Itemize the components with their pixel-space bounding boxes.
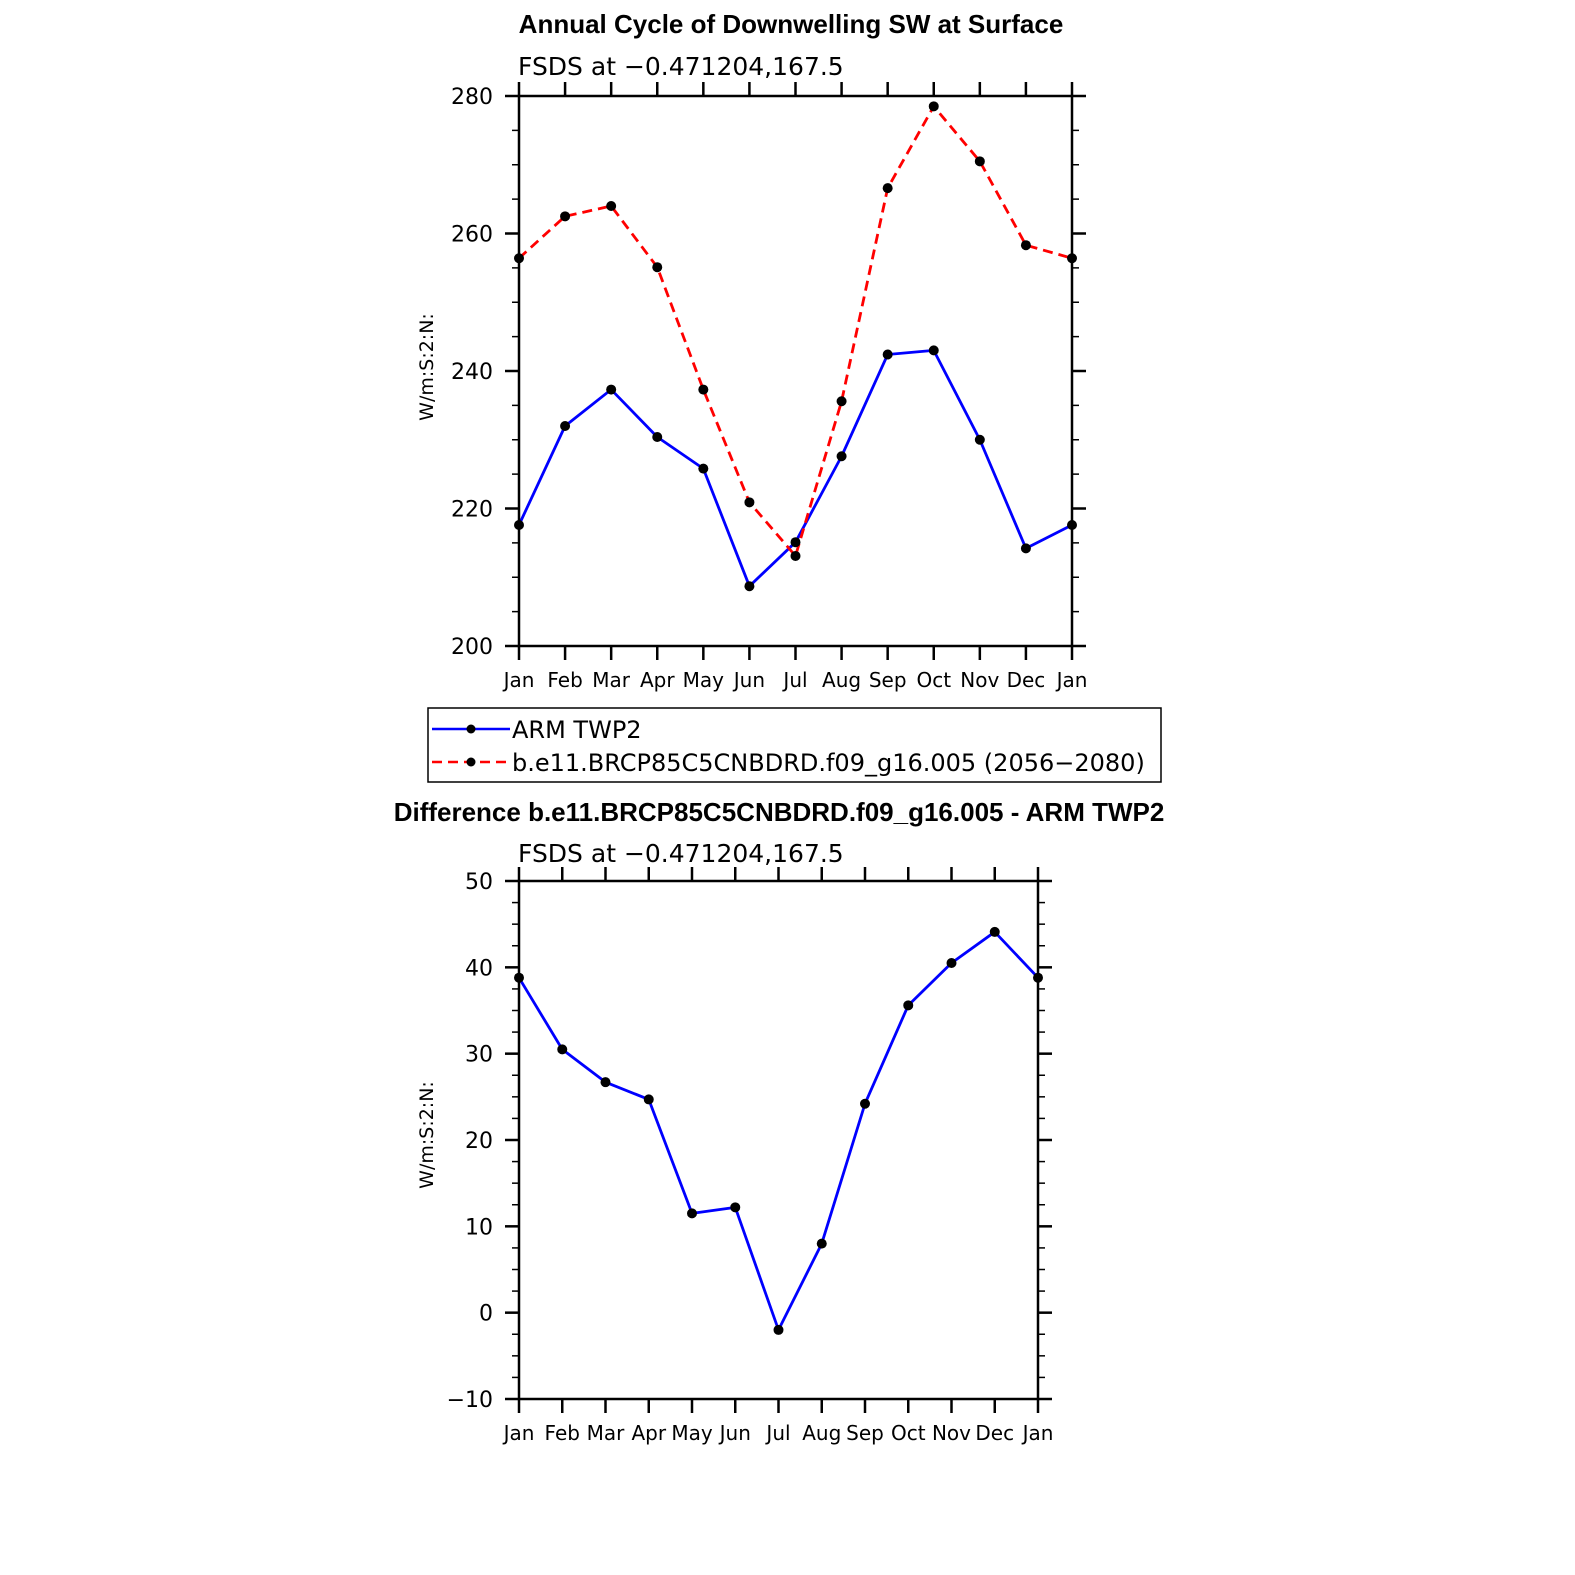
chart1-point-1 — [928, 345, 939, 356]
chart2-xtick-label: Jan — [502, 1421, 535, 1445]
chart1-point-1 — [744, 581, 755, 592]
chart2-point-1 — [989, 926, 1000, 937]
chart2-ytick-label: −10 — [447, 1388, 493, 1413]
chart2-ytick-label: 0 — [479, 1302, 493, 1327]
chart2-axes: Jan Feb Mar Apr May Jun Jul Aug Sep Oct Nov Dec Jan−… — [447, 867, 1054, 1445]
chart1-point-2 — [974, 156, 985, 167]
chart1-ytick-label: 260 — [451, 223, 493, 248]
chart2-xtick-label: Jan — [1021, 1421, 1054, 1445]
chart1-point-1 — [560, 421, 571, 431]
chart1-point-2 — [606, 201, 617, 211]
legend-marker-model — [466, 757, 476, 767]
legend-label-arm: ARM TWP2 — [512, 716, 642, 744]
chart1-point-2 — [1020, 240, 1031, 251]
chart2-ytick-label: 20 — [465, 1129, 493, 1154]
chart1-point-2 — [560, 211, 571, 222]
chart2-xtick-label: Dec — [975, 1421, 1014, 1445]
chart1-xtick-label: Apr — [640, 668, 675, 692]
chart1-plot-area — [514, 101, 1077, 592]
chart2-xtick-label: Jun — [718, 1421, 751, 1445]
legend-label-model: b.e11.BRCP85C5CNBDRD.f09_g16.005 (2056−2… — [512, 749, 1145, 777]
chart1-point-2 — [744, 497, 755, 508]
chart1-title: Annual Cycle of Downwelling SW at Surfac… — [519, 9, 1064, 39]
chart2-ytick-label: 40 — [465, 956, 493, 981]
chart1-xtick-label: Jan — [1055, 668, 1088, 692]
chart2-xtick-label: Mar — [587, 1421, 626, 1445]
chart2-ytick-label: 30 — [465, 1043, 493, 1068]
chart1-series-line-2 — [518, 104, 1073, 558]
chart1-point-2 — [652, 262, 663, 273]
legend-marker-arm — [466, 724, 476, 734]
chart2-xtick-label: Feb — [545, 1421, 580, 1445]
chart2-ylabel: W/m:S:2:N: — [416, 1081, 438, 1189]
chart1-point-1 — [1020, 543, 1031, 554]
chart2-xtick-label: May — [671, 1421, 713, 1445]
chart2-point-1 — [687, 1208, 697, 1219]
chart1-ytick-label: 240 — [451, 360, 493, 385]
chart2-point-1 — [730, 1202, 741, 1213]
chart1-axes: Jan Feb Mar Apr May Jun Jul Aug Sep Oct Nov Dec Jan 2… — [451, 82, 1087, 692]
chart2-xtick-label: Apr — [631, 1421, 666, 1445]
chart1-ytick-label: 200 — [451, 635, 493, 660]
chart1-ytick-label: 280 — [451, 85, 493, 110]
chart2-point-1 — [643, 1094, 654, 1105]
chart2-ytick-label: 50 — [465, 870, 493, 895]
chart2-point-1 — [816, 1238, 827, 1249]
chart2-subtitle: FSDS at −0.471204,167.5 — [518, 839, 844, 868]
chart1-xtick-label: Nov — [960, 668, 999, 692]
chart1-xtick-label: Sep — [869, 668, 907, 692]
chart-difference: Difference b.e11.BRCP85C5CNBDRD.f09_g16.… — [394, 797, 1165, 1445]
chart1-xtick-label: Oct — [916, 668, 951, 692]
chart1-point-1 — [790, 537, 801, 548]
chart2-title: Difference b.e11.BRCP85C5CNBDRD.f09_g16.… — [394, 797, 1165, 827]
chart1-point-2 — [698, 384, 709, 395]
chart1-subtitle: FSDS at −0.471204,167.5 — [518, 52, 844, 81]
chart2-series-line-1 — [517, 930, 1040, 1332]
chart1-point-1 — [974, 434, 985, 445]
chart1-point-1 — [836, 451, 847, 462]
chart2-point-1 — [600, 1077, 611, 1088]
chart2-xtick-label: Nov — [932, 1421, 971, 1445]
chart1-point-1 — [698, 463, 709, 474]
chart1-xtick-label: Jan — [502, 668, 535, 692]
chart1-xtick-label: Feb — [547, 668, 582, 692]
chart1-frame — [517, 94, 1074, 648]
chart1-point-2 — [790, 550, 801, 561]
chart2-point-1 — [557, 1044, 568, 1055]
chart2-plot-area — [514, 926, 1043, 1335]
chart2-xtick-label: Jul — [764, 1421, 790, 1445]
chart1-series-line-1 — [517, 348, 1073, 588]
chart1-xtick-label: Jul — [781, 668, 807, 692]
chart2-point-1 — [860, 1098, 870, 1109]
legend: ARM TWP2 b.e11.BRCP85C5CNBDRD.f09_g16.00… — [427, 707, 1162, 783]
chart1-xtick-label: Aug — [822, 668, 861, 692]
chart1-point-1 — [652, 432, 663, 442]
chart1-point-2 — [882, 183, 893, 194]
chart1-point-1 — [606, 384, 617, 395]
chart2-frame — [517, 879, 1040, 1401]
chart2-xtick-label: Sep — [846, 1421, 884, 1445]
chart2-xtick-label: Oct — [891, 1421, 926, 1445]
chart1-xtick-label: Mar — [592, 668, 631, 692]
chart1-point-2 — [836, 396, 847, 407]
chart2-xtick-label: Aug — [802, 1421, 841, 1445]
chart1-xtick-label: Jun — [732, 668, 765, 692]
chart2-point-1 — [773, 1324, 784, 1335]
legend-box — [427, 707, 1162, 783]
chart1-xtick-label: May — [683, 668, 725, 692]
chart2-point-1 — [903, 1000, 914, 1011]
chart2-point-1 — [946, 958, 957, 969]
chart1-xtick-label: Dec — [1007, 668, 1046, 692]
chart1-ylabel: W/m:S:2:N: — [416, 313, 438, 421]
chart2-ytick-label: 10 — [465, 1215, 493, 1240]
chart1-ytick-label: 220 — [451, 498, 493, 523]
chart1-point-1 — [882, 349, 893, 360]
chart-annual-cycle: Annual Cycle of Downwelling SW at Surfac… — [416, 9, 1087, 692]
chart1-point-2 — [928, 101, 939, 112]
